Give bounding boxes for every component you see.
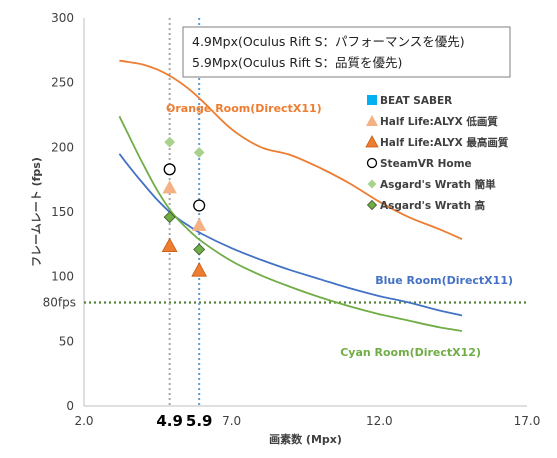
data-point-marker xyxy=(162,180,177,194)
legend-entry-label: Half Life:ALYX 低画質 xyxy=(380,115,498,128)
x-axis-title: 画素数 (Mpx) xyxy=(269,432,342,446)
data-point-marker xyxy=(164,136,176,148)
data-point-marker xyxy=(163,163,176,176)
legend-marker xyxy=(367,95,377,105)
legend-marker xyxy=(366,199,378,211)
reference-line-label: 80fps xyxy=(43,296,76,310)
y-tick-label: 200 xyxy=(51,140,74,154)
x-tick-label: 12.0 xyxy=(366,414,393,428)
vertical-marker-label: 4.9 xyxy=(156,412,183,430)
series-cyan-room-line xyxy=(118,115,463,332)
legend-marker xyxy=(365,135,379,148)
series-label: Orange Room(DirectX11) xyxy=(166,102,322,115)
data-point-marker xyxy=(191,262,208,277)
info-box-line: 5.9Mpx(Oculus Rift S：品質を優先) xyxy=(192,55,402,70)
y-tick-label: 300 xyxy=(51,11,74,25)
data-point-marker xyxy=(193,147,205,158)
series-label: Cyan Room(DirectX12) xyxy=(340,346,481,359)
data-point-marker xyxy=(193,199,206,212)
y-tick-label: 100 xyxy=(51,270,74,284)
legend-marker xyxy=(366,115,378,126)
y-tick-label: 0 xyxy=(66,399,74,413)
legend-entry-label: Half Life:ALYX 最高画質 xyxy=(380,136,509,149)
info-box xyxy=(182,26,511,78)
x-tick-label: 7.0 xyxy=(222,414,241,428)
y-tick-label: 150 xyxy=(51,205,74,219)
data-point-marker xyxy=(193,243,206,256)
x-tick-label: 17.0 xyxy=(514,414,541,428)
data-point-marker xyxy=(161,237,178,253)
y-axis-title: フレームレート (fps) xyxy=(30,157,43,267)
legend-entry-label: BEAT SABER xyxy=(380,95,452,107)
series-orange-room-line xyxy=(119,59,463,241)
y-tick-label: 250 xyxy=(51,76,74,90)
legend-entry-label: SteamVR Home xyxy=(380,158,472,170)
legend-entry-label: Asgard's Wrath 簡単 xyxy=(380,178,496,191)
legend-marker xyxy=(366,157,378,169)
series-blue-room-line xyxy=(118,153,463,317)
data-point-marker xyxy=(163,211,176,224)
y-tick-label: 50 xyxy=(59,334,74,348)
legend-entry-label: Asgard's Wrath 高 xyxy=(380,199,486,212)
legend-marker xyxy=(367,179,377,189)
info-box-line: 4.9Mpx(Oculus Rift S：パフォーマンスを優先) xyxy=(192,34,465,49)
x-tick-label: 2.0 xyxy=(74,414,93,428)
vertical-marker-label: 5.9 xyxy=(186,412,213,430)
series-label: Blue Room(DirectX11) xyxy=(375,274,513,287)
data-point-marker xyxy=(191,217,207,231)
